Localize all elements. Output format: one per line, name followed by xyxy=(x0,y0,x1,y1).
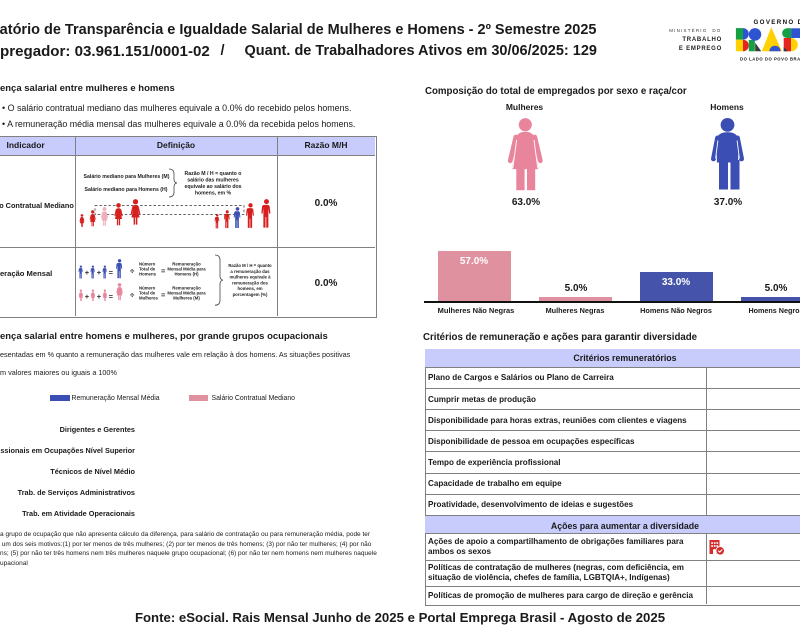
svg-text:Razão M / H = quanto o: Razão M / H = quanto o xyxy=(185,171,242,177)
svg-text:mulheres equivale à: mulheres equivale à xyxy=(229,275,271,280)
svg-text:Remuneração: Remuneração xyxy=(172,262,201,267)
svg-text:Mensal Média para: Mensal Média para xyxy=(167,267,206,272)
svg-text:homens, em: homens, em xyxy=(237,286,262,291)
svg-text:+: + xyxy=(85,268,90,277)
svg-text:Remuneração: Remuneração xyxy=(172,286,201,291)
svg-text:÷: ÷ xyxy=(130,267,135,276)
svg-text:+: + xyxy=(97,292,102,301)
svg-text:Número: Número xyxy=(139,262,156,267)
svg-text:Mulheres: Mulheres xyxy=(139,296,158,301)
svg-text:Total de: Total de xyxy=(139,267,156,272)
svg-text:=: = xyxy=(161,291,166,300)
svg-text:salário das mulheres: salário das mulheres xyxy=(187,178,239,184)
svg-text:Razão M / H = quanto: Razão M / H = quanto xyxy=(228,263,272,268)
svg-text:Número: Número xyxy=(139,286,156,291)
svg-text:DO LADO DO POVO BRA: DO LADO DO POVO BRA xyxy=(740,57,800,62)
svg-text:=: = xyxy=(109,292,114,301)
svg-text:÷: ÷ xyxy=(130,291,135,300)
svg-text:=: = xyxy=(161,267,166,276)
svg-text:equivale ao salário dos: equivale ao salário dos xyxy=(184,184,241,190)
svg-text:Homens (H): Homens (H) xyxy=(174,272,199,277)
svg-text:remuneração dos: remuneração dos xyxy=(232,280,268,285)
svg-text:GOVERNO D: GOVERNO D xyxy=(754,19,800,26)
svg-text:Mensal Média para: Mensal Média para xyxy=(167,291,206,296)
svg-text:+: + xyxy=(85,292,90,301)
svg-text:Salário mediano para Homens (H: Salário mediano para Homens (H) xyxy=(84,187,167,193)
svg-text:=: = xyxy=(109,268,114,277)
svg-text:+: + xyxy=(97,268,102,277)
svg-text:homens, em %: homens, em % xyxy=(195,191,232,197)
svg-text:Mulheres (M): Mulheres (M) xyxy=(173,296,200,301)
svg-text:Total de: Total de xyxy=(139,291,156,296)
svg-text:a remuneração das: a remuneração das xyxy=(230,269,270,274)
svg-text:Homens: Homens xyxy=(139,272,157,277)
svg-text:Salário mediano para Mulheres: Salário mediano para Mulheres (M) xyxy=(84,174,170,180)
svg-text:porcentagem (%): porcentagem (%) xyxy=(233,292,268,297)
